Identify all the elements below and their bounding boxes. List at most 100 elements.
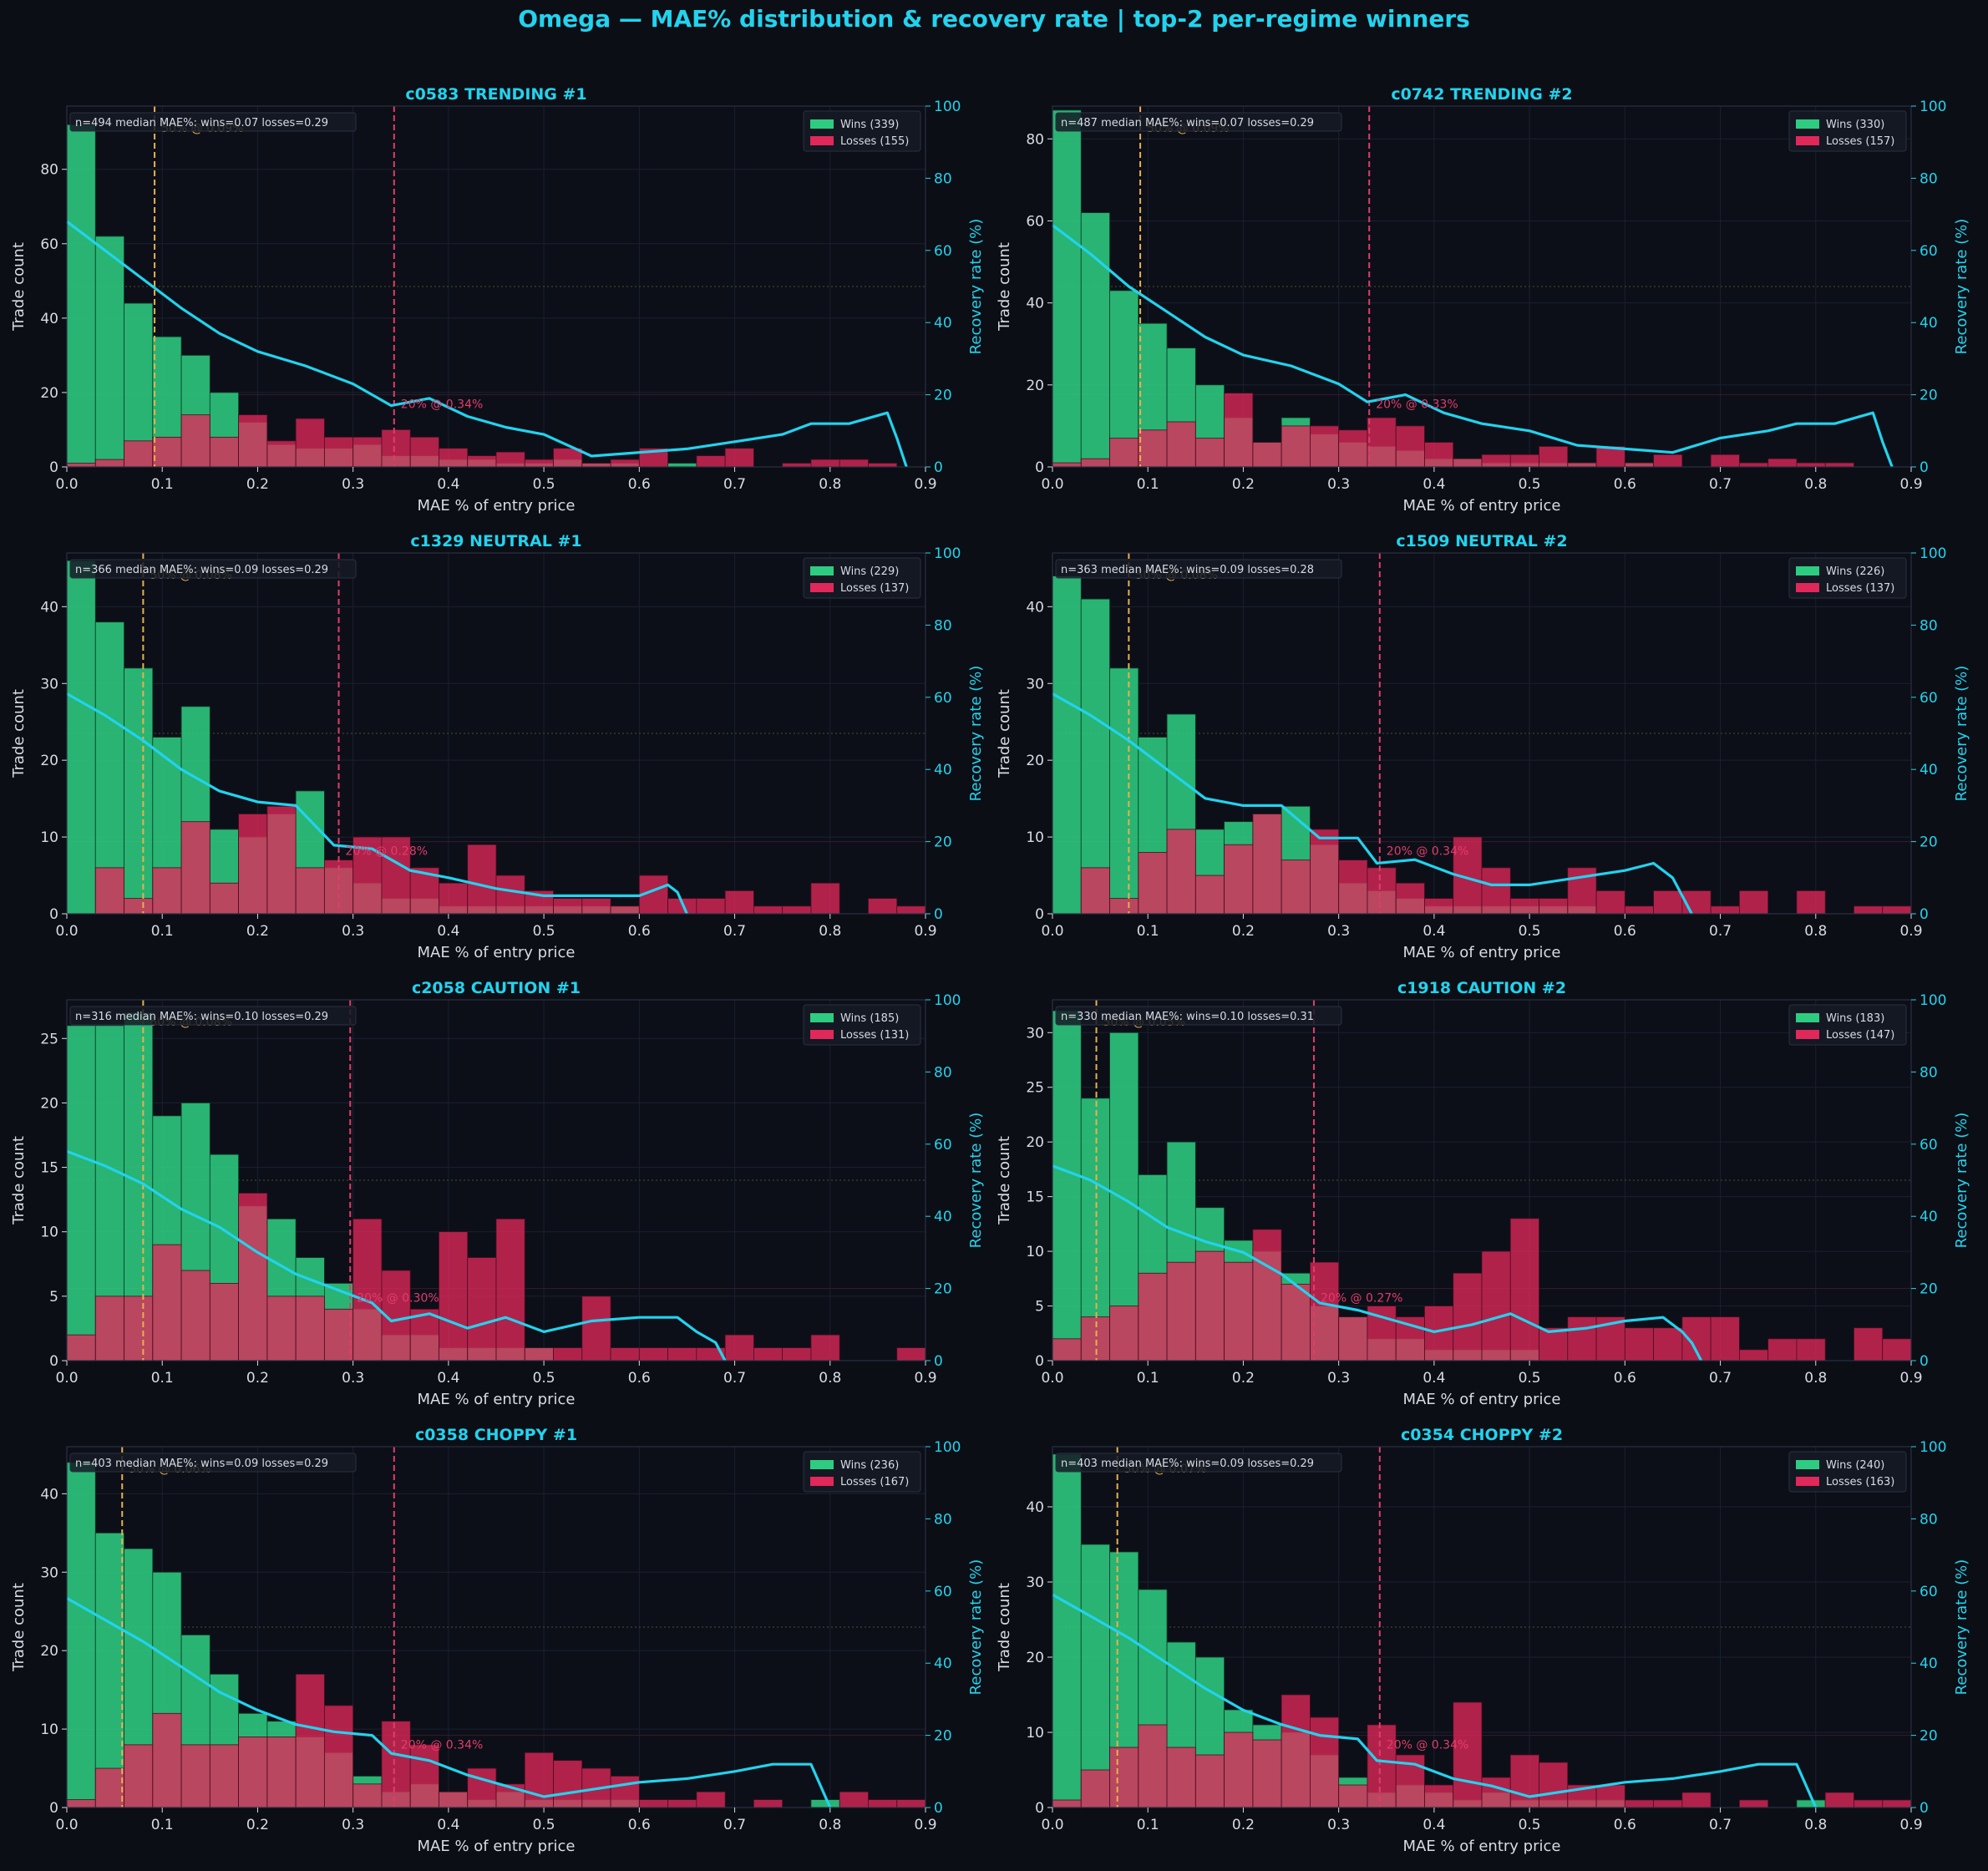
losses-bar [1882,905,1912,915]
losses-bar [724,448,754,468]
losses-bar [581,898,611,915]
losses-bar [323,1705,354,1808]
y2-tick-label: 20 [934,388,952,404]
losses-bar [553,898,583,915]
x-tick-label: 0.8 [819,923,841,940]
losses-bar [94,867,124,915]
x-tick-label: 0.1 [1137,476,1159,493]
y2-tick-label: 100 [934,992,961,1009]
legend-swatch-losses [1796,136,1819,145]
chart-panel: 50% @ 0.06%20% @ 0.34%n=403 median MAE%:… [10,1426,985,1855]
losses-bar [439,1791,469,1808]
losses-bar [266,1296,297,1361]
y2-tick-label: 0 [934,459,943,476]
losses-bar [1138,429,1168,468]
losses-bar [753,1799,784,1808]
y2-tick-label: 0 [1920,459,1929,476]
wins-bar [94,236,124,468]
y-tick-label: 0 [49,459,58,476]
stats-text: n=330 median MAE%: wins=0.10 losses=0.31 [1061,1011,1314,1023]
plot-frame [66,1446,926,1808]
wins-bar [1109,290,1139,468]
stats-text: n=403 median MAE%: wins=0.09 losses=0.29 [75,1458,328,1470]
panel-title: c1329 NEUTRAL #1 [410,532,581,550]
losses-bar [295,418,325,468]
losses-bar [266,805,297,915]
y2-tick-label: 0 [1920,1353,1929,1370]
y-axis-label: Trade count [996,1136,1013,1225]
y-tick-label: 0 [1035,1800,1044,1817]
wins-bar [1080,1544,1110,1808]
losses-bar [1624,905,1655,915]
y-tick-label: 40 [1026,1499,1044,1516]
legend-swatch-losses [1796,1030,1819,1039]
x-tick-label: 0.7 [1709,1817,1732,1833]
y-tick-label: 10 [1026,1725,1044,1742]
losses-bar [352,436,383,468]
losses-bar [495,451,525,468]
losses-bar [1080,867,1110,915]
y2-axis-label: Recovery rate (%) [967,219,985,355]
x-tick-label: 0.1 [151,1370,174,1387]
y2-tick-label: 40 [1920,315,1938,332]
panels: 50% @ 0.09%20% @ 0.34%n=494 median MAE%:… [10,85,1970,1855]
p20-annotation: 20% @ 0.30% [357,1292,439,1306]
chart-panel: 50% @ 0.09%20% @ 0.34%n=494 median MAE%:… [10,85,985,515]
losses-bar [1738,1349,1769,1361]
wins-bar [1052,1010,1082,1361]
chart-panel: 50% @ 0.08%20% @ 0.30%n=316 median MAE%:… [10,979,985,1408]
losses-bar [1854,905,1884,915]
wins-bar [1052,575,1082,915]
losses-bar [1653,454,1683,468]
y-tick-label: 60 [1026,213,1044,230]
p20-annotation: 20% @ 0.28% [346,845,429,859]
losses-bar [409,1744,439,1808]
losses-bar [124,898,154,915]
losses-bar [238,1737,268,1808]
x-tick-label: 0.4 [1423,1370,1445,1387]
losses-bar [1567,1316,1597,1361]
x-tick-label: 0.7 [723,476,746,493]
x-tick-label: 0.4 [1423,1817,1445,1833]
panel-title: c0742 TRENDING #2 [1391,85,1572,104]
x-tick-label: 0.0 [1041,1817,1063,1833]
y-tick-label: 0 [1035,1353,1044,1370]
losses-bar [66,1799,96,1808]
losses-bar [1595,890,1625,915]
x-tick-label: 0.9 [1899,923,1922,940]
y-axis-label: Trade count [10,1136,28,1225]
losses-bar [323,1308,354,1361]
y-tick-label: 20 [40,1643,58,1660]
y2-tick-label: 100 [1920,99,1946,115]
legend-label-losses: Losses (167) [840,1476,909,1488]
x-tick-label: 0.8 [819,476,841,493]
x-tick-label: 0.4 [437,476,459,493]
x-tick-label: 0.5 [1519,923,1541,940]
y-tick-label: 40 [1026,599,1044,616]
y-tick-label: 30 [1026,1025,1044,1042]
y-axis-label: Trade count [996,1583,1013,1672]
losses-bar [1509,1754,1539,1808]
losses-bar [124,440,154,468]
x-axis-label: MAE % of entry price [1403,944,1561,961]
y2-tick-label: 60 [934,243,952,260]
legend-label-wins: Wins (330) [1826,119,1884,131]
wins-bar [1052,1453,1082,1808]
y2-tick-label: 100 [1920,1439,1946,1456]
losses-bar [724,890,754,915]
y2-tick-label: 20 [934,1281,952,1298]
losses-bar [66,1334,96,1361]
losses-bar [753,905,784,915]
x-tick-label: 0.2 [1232,1370,1255,1387]
losses-bar [1252,1229,1282,1361]
losses-bar [524,1752,554,1808]
losses-bar [1252,442,1282,468]
losses-bar [1539,1327,1569,1361]
x-axis-label: MAE % of entry price [1403,1838,1561,1855]
recovery-rate-line [1052,224,1894,468]
losses-bar [1338,429,1368,468]
legend-label-losses: Losses (137) [1826,582,1894,595]
panel-title: c2058 CAUTION #1 [412,979,581,997]
x-tick-label: 0.1 [1137,923,1159,940]
